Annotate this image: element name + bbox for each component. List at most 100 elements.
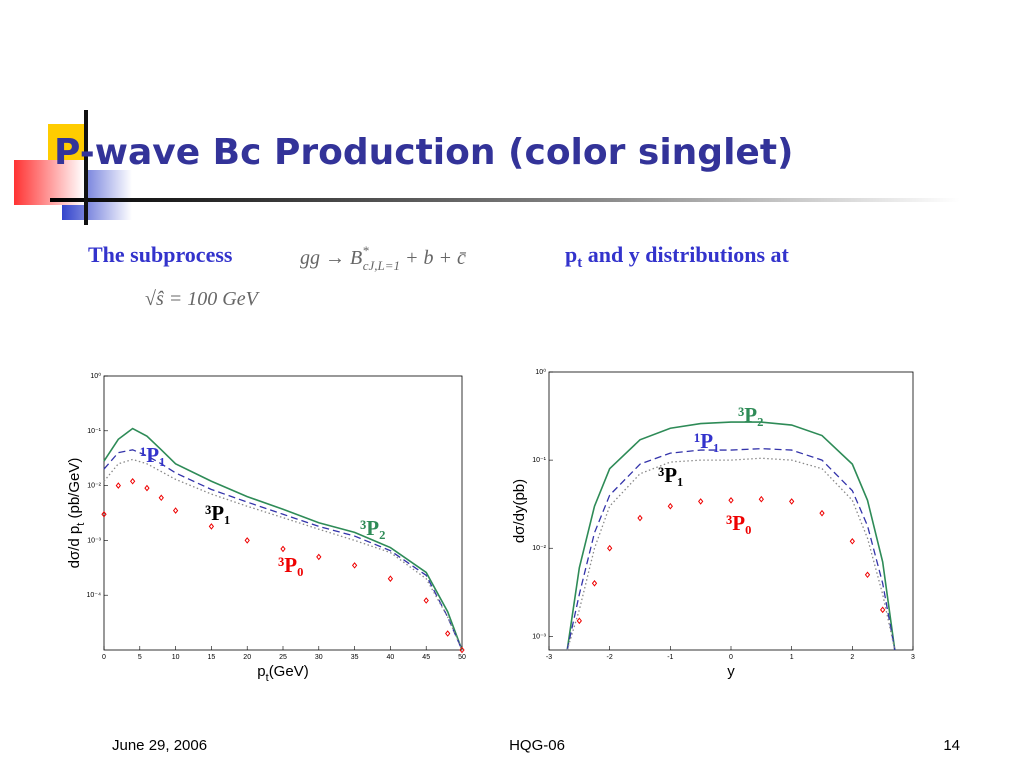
intro: The subprocess (88, 242, 233, 267)
x-tick-label: 3 (911, 654, 915, 661)
data-marker (129, 477, 136, 485)
footer-page: 14 (943, 737, 960, 754)
y-tick-label: 10⁻¹ (87, 428, 101, 435)
x-tick-label: 10 (172, 654, 180, 661)
data-marker (880, 606, 886, 614)
x-tick-label: 0 (102, 654, 106, 661)
y-tick-label: 10⁰ (535, 368, 546, 376)
data-marker (423, 597, 429, 604)
x-axis-label: pt(GeV) (257, 663, 308, 684)
x-tick-label: 0 (729, 654, 733, 661)
footer-event: HQG-06 (509, 737, 565, 754)
data-marker (591, 579, 598, 587)
formula-sup: * (362, 243, 369, 258)
plot-frame (548, 371, 914, 651)
deco-red (14, 160, 84, 205)
x-tick-label: 45 (422, 654, 430, 661)
x-tick-label: 20 (243, 654, 251, 661)
slide-title: P-wave Bc Production (color singlet) (54, 132, 794, 173)
deco-vline (84, 110, 88, 225)
y-tick-label: 10⁻¹ (532, 457, 546, 464)
series-label: ³P₂ (360, 516, 385, 540)
series-line (103, 449, 463, 651)
deco-yellow (48, 124, 88, 164)
data-marker (667, 502, 673, 510)
x-tick-label: 25 (279, 654, 287, 661)
series-label: ³P₀ (278, 553, 303, 577)
series-label: ¹P₁ (140, 443, 165, 467)
y-axis-label: dσ/dy(pb) (511, 479, 528, 543)
data-marker (387, 575, 394, 583)
formula-sub: cJ,L=1 (363, 258, 400, 273)
data-marker (158, 494, 164, 502)
formula-lhs: gg → B (300, 247, 362, 269)
x-axis-label-part: y (727, 663, 735, 680)
data-marker (208, 523, 215, 530)
data-marker (172, 507, 179, 514)
y-axis-label-part: dσ/dy(pb) (511, 479, 528, 543)
series-line (566, 457, 896, 651)
x-tick-label: 2 (850, 654, 854, 661)
x-tick-label: 40 (387, 654, 395, 661)
title-rule (50, 198, 960, 202)
plot-frame (103, 375, 463, 651)
y-axis-label: dσ/d pt (pb/GeV) (66, 458, 87, 569)
data-marker (115, 482, 121, 489)
x-tick-label: -1 (667, 654, 673, 661)
x-tick-label: 50 (458, 654, 466, 661)
y-tick-label: 10⁻³ (87, 537, 101, 544)
x-axis-label: y (727, 663, 735, 680)
formula: gg → B* cJ,L=1 + b + c̄ (300, 243, 466, 273)
data-marker (728, 496, 734, 504)
data-marker (758, 495, 764, 503)
x-axis-label-part: p (257, 663, 265, 680)
data-marker (849, 537, 855, 545)
x-tick-label: 35 (351, 654, 359, 661)
data-marker (819, 509, 825, 517)
dist-rest: and y distributions at (582, 242, 789, 267)
series-label: ³P₁ (205, 501, 230, 525)
x-tick-label: 30 (315, 654, 323, 661)
y-tick-label: 10⁻⁴ (87, 592, 102, 599)
series-label: ¹P₁ (694, 429, 719, 453)
series-line (566, 447, 896, 651)
x-tick-label: -3 (546, 654, 552, 661)
data-marker (637, 514, 643, 522)
series-label: ³P₀ (726, 511, 751, 535)
y-tick-label: 10⁻² (87, 483, 101, 490)
energy: √ŝ = 100 GeV (145, 288, 261, 310)
data-marker (101, 510, 107, 518)
footer-date: June 29, 2006 (112, 737, 207, 754)
x-axis-label-part: (GeV) (269, 663, 309, 680)
data-marker (789, 498, 795, 505)
dist-sub: t (577, 255, 582, 271)
series-label: ³P₂ (738, 403, 763, 427)
data-marker (351, 562, 358, 569)
dist-p: p (565, 242, 577, 267)
y-axis-label-part: t (75, 523, 87, 526)
data-marker (864, 571, 871, 579)
data-marker (445, 630, 451, 637)
series-line (566, 421, 896, 651)
data-marker (576, 617, 582, 625)
data-marker (244, 537, 250, 544)
x-tick-label: -2 (607, 654, 613, 661)
y-axis-label-part: dσ/d p (66, 526, 83, 569)
dist: pt and y distributions at (565, 242, 790, 271)
x-axis-label-part: t (266, 672, 269, 684)
data-marker (698, 498, 704, 505)
formula-rhs: + b + c̄ (400, 247, 466, 269)
x-tick-label: 5 (138, 654, 142, 661)
series-label: ³P₁ (658, 463, 683, 487)
data-marker (280, 545, 286, 553)
series-line (103, 427, 463, 651)
y-tick-label: 10⁻³ (532, 633, 546, 640)
data-marker (316, 553, 322, 561)
data-marker (144, 484, 150, 492)
x-tick-label: 1 (790, 654, 794, 661)
y-tick-label: 10⁻² (532, 545, 546, 552)
y-axis-label-part: (pb/GeV) (66, 458, 83, 523)
x-tick-label: 15 (208, 654, 216, 661)
data-marker (459, 646, 465, 654)
